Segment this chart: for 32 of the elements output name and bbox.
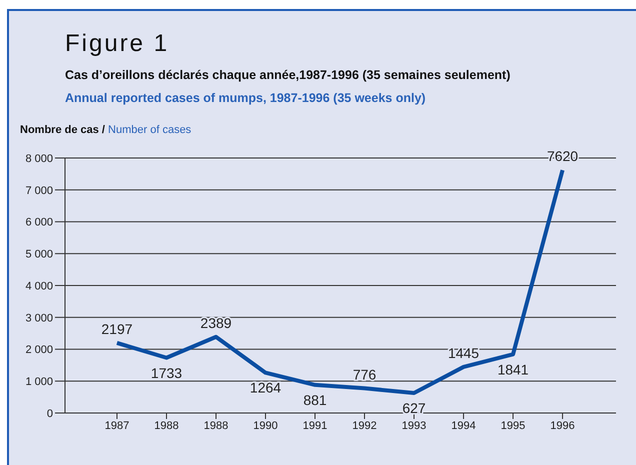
- y-tick-label: 0: [46, 408, 53, 420]
- y-tick-label: 5 000: [25, 248, 53, 261]
- y-tick-label: 6 000: [25, 216, 53, 229]
- text: Annual reported cases of mumps, 1987-1996 (35 weeks only): [65, 91, 426, 105]
- y-tick-label: 4 000: [25, 280, 53, 292]
- data-label: 1445: [448, 344, 480, 361]
- chart-subtitle: Cas d’oreillons déclarés chaque année,1987-1996 (35 semaines seulement): [65, 68, 510, 82]
- chart-title: Figure 1: [65, 30, 170, 58]
- y-tick-label: 3 000: [25, 312, 53, 324]
- x-tick-label: 1993: [402, 420, 426, 432]
- data-label: 1733: [150, 364, 182, 381]
- data-label: 881: [303, 392, 327, 408]
- data-label: 2197: [101, 320, 133, 337]
- y-axis-title: Nombre de cas / Number of cases: [20, 124, 192, 136]
- x-tick-label: 1995: [500, 420, 526, 432]
- x-tick-label: 1991: [302, 420, 328, 432]
- x-tick-label: 1996: [550, 420, 575, 432]
- x-tick-label: 1988: [154, 420, 179, 432]
- x-tick-label: 1987: [104, 420, 130, 432]
- y-tick-label: 7 000: [25, 184, 53, 197]
- data-label: 1264: [250, 380, 282, 396]
- data-label: 776: [352, 366, 376, 382]
- y-tick-label: 2 000: [25, 344, 53, 356]
- x-tick-label: 1994: [451, 420, 476, 432]
- data-label: 2389: [200, 314, 232, 331]
- data-label: 1841: [497, 361, 529, 378]
- data-label: 627: [402, 400, 426, 416]
- x-tick-label: 1992: [352, 420, 377, 432]
- y-tick-label: 1 000: [25, 376, 53, 388]
- x-tick-label: 1990: [253, 420, 278, 432]
- x-tick-label: 1988: [204, 420, 228, 432]
- y-tick-label: 8 000: [25, 152, 53, 165]
